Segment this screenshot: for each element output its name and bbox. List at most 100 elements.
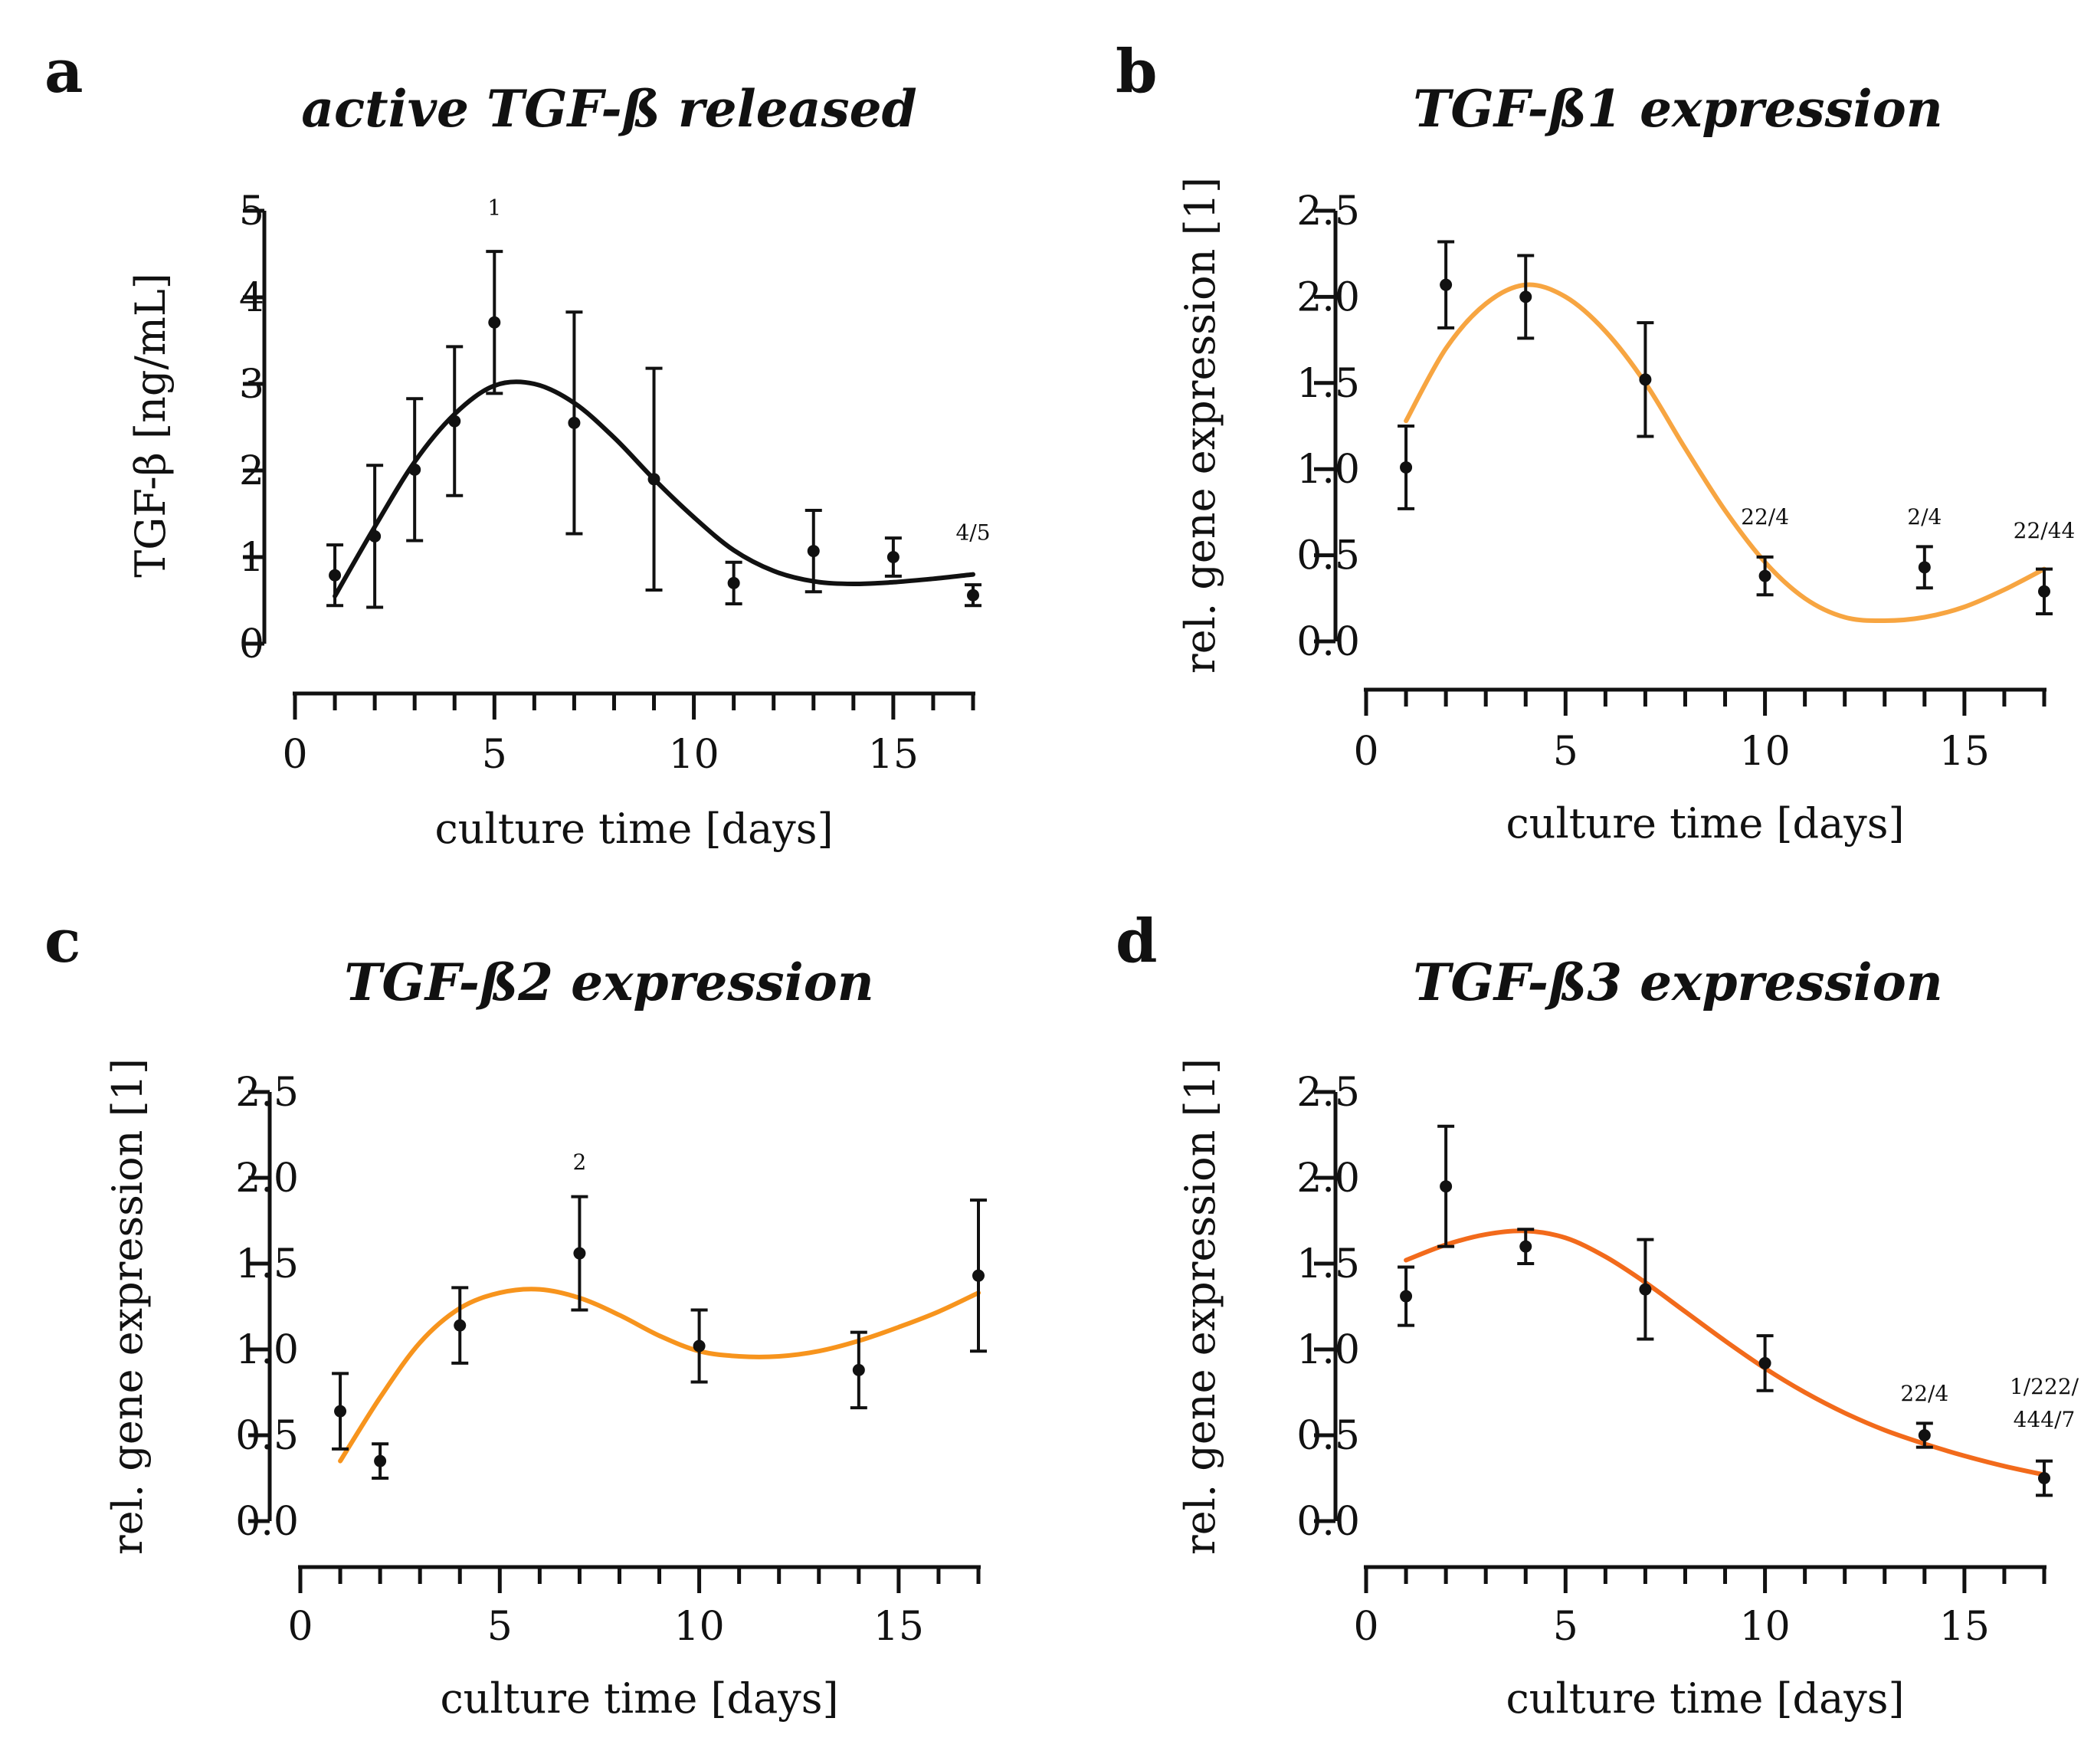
data-point (1519, 290, 1532, 303)
fit-curve (338, 1287, 981, 1464)
y-tick-label: 2.0 (1296, 274, 1360, 320)
x-tick-label: 10 (1740, 1604, 1791, 1650)
x-tick-label: 5 (1553, 729, 1578, 775)
y-axis-title: rel. gene expression [1] (1176, 1058, 1224, 1555)
data-point (334, 1405, 347, 1418)
panel-c-letter: c (44, 907, 81, 976)
data-point (408, 463, 421, 476)
panel-a-title: active TGF-ß released (301, 79, 917, 139)
significance-annotation: 4/5 (955, 520, 990, 545)
y-tick-label: 3 (239, 362, 264, 408)
y-tick-label: 0.5 (235, 1413, 299, 1459)
y-tick-label: 1.0 (235, 1327, 299, 1373)
significance-annotation: 2/4 (1907, 504, 1942, 530)
x-tick-label: 10 (1740, 729, 1791, 775)
y-tick-label: 2 (239, 448, 264, 494)
x-tick-label: 0 (1353, 1604, 1378, 1650)
significance-annotation: 22/4 (1741, 504, 1789, 530)
data-point (454, 1319, 467, 1332)
data-point (1758, 569, 1771, 582)
y-tick-label: 4 (239, 275, 264, 321)
panel-c: c TGF-ß2 expression 0.0 0.5 1.0 1.5 2.0 2.5 re… (44, 907, 987, 1723)
x-tick-label: 15 (868, 732, 919, 778)
data-point (807, 545, 820, 558)
data-point (967, 589, 979, 602)
x-tick-label: 0 (287, 1604, 313, 1650)
panel-d-letter: d (1116, 907, 1158, 976)
panel-c-plot: 0.0 0.5 1.0 1.5 2.0 2.5 rel. gene expression [… (103, 1058, 987, 1723)
panel-b-title: TGF-ß1 expression (1413, 79, 1942, 139)
data-point (972, 1269, 985, 1282)
x-tick-label: 15 (1939, 1604, 1990, 1650)
y-tick-label: 2.5 (1296, 1070, 1360, 1116)
data-point (568, 416, 581, 429)
data-point (369, 530, 382, 543)
y-tick-label: 0 (239, 621, 264, 667)
data-point (2038, 585, 2050, 598)
data-point (1639, 1283, 1652, 1296)
y-tick-label: 1.0 (1296, 1327, 1360, 1373)
x-axis-title: culture time [days] (434, 805, 833, 853)
data-point (727, 576, 740, 589)
panel-d-title: TGF-ß3 expression (1413, 952, 1942, 1012)
data-point (2038, 1472, 2050, 1484)
panel-a-letter: a (44, 37, 84, 107)
data-point (488, 316, 501, 329)
data-point (1400, 461, 1413, 474)
y-tick-label: 1.0 (1296, 447, 1360, 493)
fit-curve (333, 379, 975, 598)
fit-curve (1404, 282, 2046, 624)
y-tick-label: 2.5 (1296, 189, 1360, 234)
y-tick-label: 0.0 (1296, 619, 1360, 665)
significance-annotation: 22/4 (1900, 1381, 1948, 1406)
panel-b-plot: 0.0 0.5 1.0 1.5 2.0 2.5 rel. gene expression [… (1176, 177, 2075, 848)
y-tick-label: 0.0 (235, 1499, 299, 1545)
data-point (1440, 1180, 1453, 1193)
data-point (693, 1339, 706, 1353)
data-point (1758, 1356, 1771, 1369)
data-point (852, 1363, 865, 1376)
y-tick-label: 1.5 (1296, 1241, 1360, 1287)
y-tick-label: 0.5 (1296, 1413, 1360, 1459)
x-tick-label: 5 (487, 1604, 513, 1650)
y-axis-title: rel. gene expression [1] (103, 1058, 152, 1555)
data-point (329, 569, 342, 582)
panel-b-letter: b (1116, 37, 1158, 107)
x-axis-title: culture time [days] (440, 1674, 838, 1723)
significance-annotation: 444/7 (2014, 1407, 2076, 1432)
data-point (886, 551, 900, 563)
data-point (374, 1454, 387, 1467)
data-point (448, 415, 461, 428)
x-axis-title: culture time [days] (1506, 1674, 1904, 1723)
x-tick-label: 10 (669, 732, 719, 778)
x-tick-label: 15 (1939, 729, 1990, 775)
panel-a: a active TGF-ß released 0 1 2 3 4 5 TGF-β [ng/… (44, 37, 991, 853)
x-tick-label: 0 (1353, 729, 1378, 775)
y-tick-label: 2.0 (1296, 1156, 1360, 1202)
y-axis-title: TGF-β [ng/mL] (126, 273, 175, 578)
panel-d-plot: 0.0 0.5 1.0 1.5 2.0 2.5 rel. gene expression [… (1176, 1058, 2079, 1723)
significance-annotation: 1 (487, 195, 501, 221)
data-point (573, 1247, 586, 1260)
x-tick-label: 5 (482, 732, 507, 778)
data-point (1918, 561, 1931, 574)
significance-annotation: 2 (572, 1149, 586, 1175)
data-point (1519, 1240, 1532, 1253)
data-point (1918, 1429, 1931, 1441)
x-axis-title: culture time [days] (1506, 799, 1904, 848)
y-tick-label: 0.5 (1296, 533, 1360, 579)
y-tick-label: 1.5 (235, 1241, 299, 1287)
data-point (1440, 278, 1453, 291)
fit-curve (1404, 1228, 2046, 1477)
x-tick-label: 0 (282, 732, 307, 778)
x-tick-label: 10 (674, 1604, 725, 1650)
panel-d: d TGF-ß3 expression 0.0 0.5 1.0 1.5 2.0 2.5 re… (1116, 907, 2079, 1723)
panel-c-title: TGF-ß2 expression (344, 952, 873, 1012)
y-axis-title: rel. gene expression [1] (1176, 177, 1224, 674)
panel-a-plot: 0 1 2 3 4 5 TGF-β [ng/mL] 0 5 10 15 culture time [d… (126, 189, 991, 853)
x-tick-label: 15 (873, 1604, 924, 1650)
y-tick-label: 0.0 (1296, 1499, 1360, 1545)
y-tick-label: 1 (239, 535, 264, 581)
data-point (647, 473, 660, 486)
